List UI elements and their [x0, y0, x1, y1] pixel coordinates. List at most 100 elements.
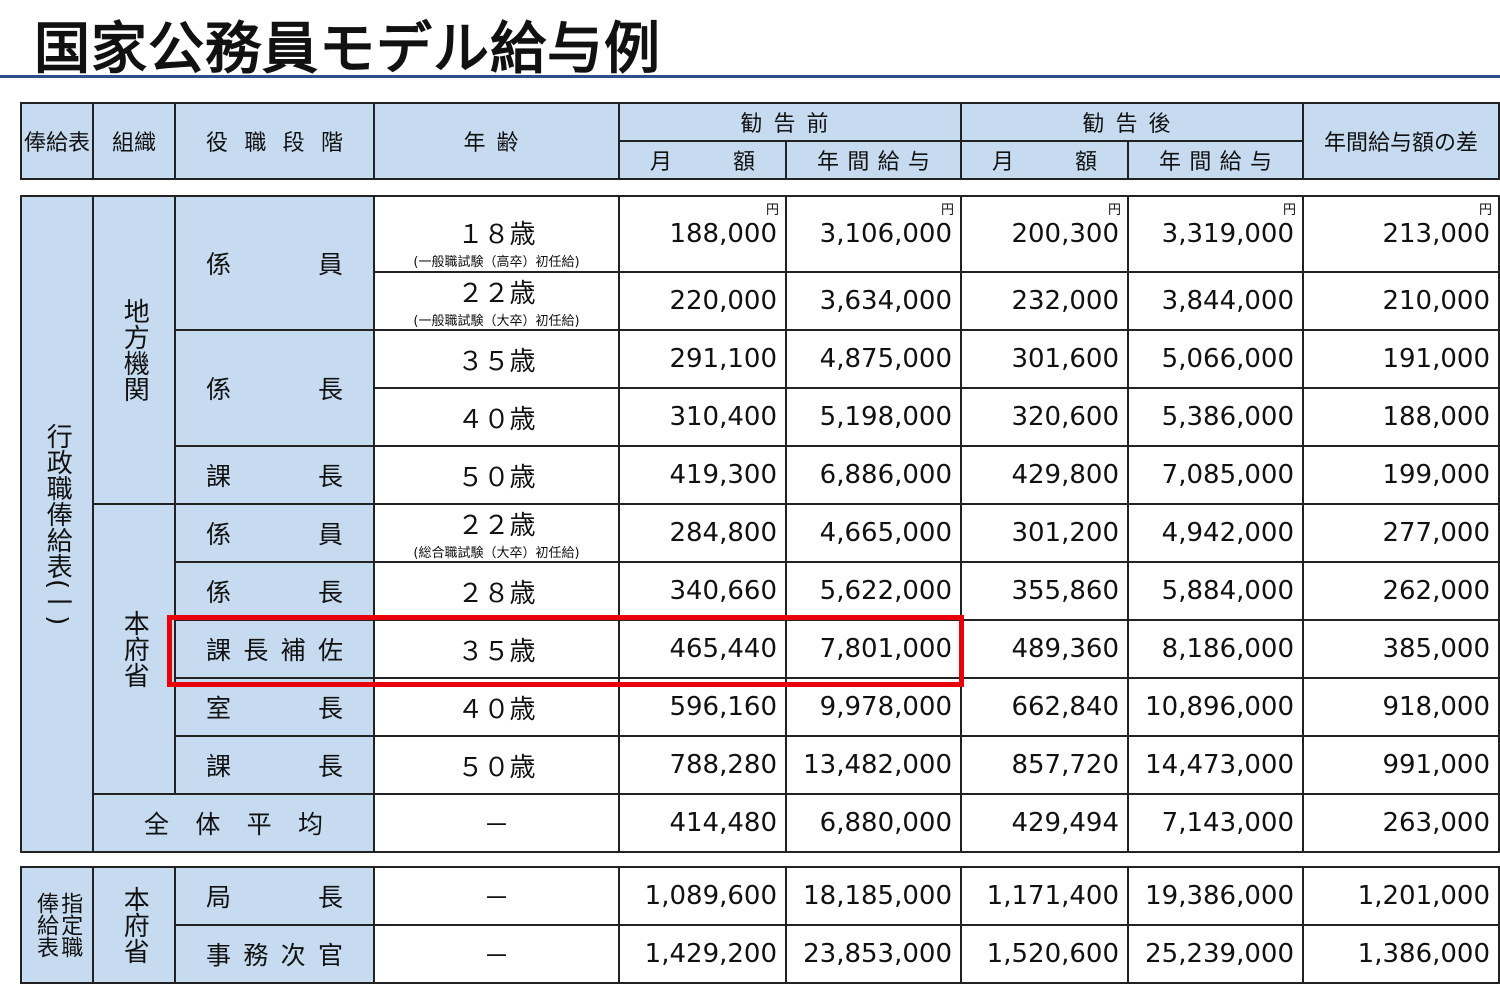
value: 4,942,000: [1161, 518, 1294, 548]
header-cell: 勧告前: [617, 102, 963, 142]
position-label: 係長: [174, 329, 375, 447]
highlight-box: [167, 615, 964, 687]
value: 3,844,000: [1161, 286, 1294, 316]
table-row: 室長 ４０歳 596,160 9,978,000 662,840 10,896,000 91…: [21, 677, 1500, 737]
position-label-text: 室長: [206, 694, 343, 723]
value: 23,853,000: [803, 939, 952, 969]
value: 262,000: [1382, 576, 1490, 606]
value-cell: 232,000: [960, 271, 1129, 331]
salary-table-label-text: 行政職俸給表(一): [42, 422, 73, 626]
age: ２２歳: [457, 279, 536, 309]
age: ３５歳: [457, 636, 536, 667]
table-row: 係長 ２８歳 340,660 5,622,000 355,860 5,884,000 262…: [21, 561, 1500, 621]
header-cell-text: 月額: [992, 150, 1098, 175]
value-cell: 3,634,000: [785, 271, 962, 331]
position-label: 係長: [174, 561, 375, 621]
value-cell: 23,853,000: [785, 924, 962, 984]
value: 210,000: [1382, 286, 1490, 316]
value: 355,860: [1011, 576, 1119, 606]
table-designated: 指定職俸給表 本府省 局長 － 1,089,600 18,185,000 1,171,400…: [20, 866, 1500, 984]
table-row: ４０歳 310,400 5,198,000 320,600 5,386,000 188,0…: [21, 387, 1500, 447]
age: ５０歳: [457, 462, 536, 493]
position-label-text: 課長補佐: [206, 636, 343, 665]
age: ２２歳: [457, 511, 536, 541]
value: 25,239,000: [1145, 939, 1294, 969]
value: 1,089,600: [644, 881, 777, 911]
value-cell: 340,660: [618, 561, 787, 621]
age-cell: －: [373, 924, 620, 984]
value-cell: 301,200: [960, 503, 1129, 563]
position-label-text: 事務次官: [206, 941, 343, 970]
value: 263,000: [1382, 808, 1490, 838]
value: 199,000: [1382, 460, 1490, 490]
value-cell: 5,622,000: [785, 561, 962, 621]
age-cell: ４０歳: [373, 677, 620, 737]
header-row: 月額 年間給与 月額 年間給与: [21, 140, 1499, 180]
header-cell: 勧告後: [960, 102, 1305, 142]
value-cell: 6,880,000: [785, 793, 962, 853]
value-cell: 320,600: [960, 387, 1129, 447]
age-cell: ２８歳: [373, 561, 620, 621]
age: ３５歳: [457, 346, 536, 377]
unit: 円: [1478, 203, 1492, 218]
header-row: 俸給表 組織 役職段階 年齢 勧告前 勧告後 年間給与額の差: [20, 102, 1500, 180]
value-cell: 291,100: [618, 329, 787, 389]
value: 3,319,000: [1161, 219, 1294, 249]
value: 385,000: [1382, 634, 1490, 664]
age-cell: ３５歳: [373, 329, 620, 389]
value: 9,978,000: [819, 692, 952, 722]
header-cell-text: 俸給表: [23, 131, 90, 156]
age: ５０歳: [457, 752, 536, 783]
age-note: (総合職試験（大卒）初任給): [413, 546, 580, 561]
value: 310,400: [669, 402, 777, 432]
value-cell: 円 213,000: [1302, 195, 1500, 273]
position-label-text: 局長: [206, 883, 343, 912]
header-cell-text: 勧告前: [740, 112, 840, 137]
position-label-text: 課長: [206, 462, 343, 491]
position-label-text: 係長: [206, 578, 343, 607]
value-cell: 25,239,000: [1127, 924, 1304, 984]
value: 788,280: [669, 750, 777, 780]
value: 14,473,000: [1145, 750, 1294, 780]
value: 18,185,000: [803, 881, 952, 911]
organization-label-text: 本府省: [119, 886, 150, 964]
value-cell: 596,160: [618, 677, 787, 737]
header-cell-text: 年間給与: [817, 150, 931, 175]
value-cell: 1,520,600: [960, 924, 1129, 984]
value-cell: 円 188,000: [618, 195, 787, 273]
value: 857,720: [1011, 750, 1119, 780]
value: 7,143,000: [1161, 808, 1294, 838]
value: 429,800: [1011, 460, 1119, 490]
age-note: (一般職試験（大卒）初任給): [413, 314, 580, 329]
table-row: 課長 ５０歳 788,280 13,482,000 857,720 14,473,000 9…: [21, 735, 1500, 795]
header-cell: 年間給与: [1127, 140, 1305, 180]
value: 13,482,000: [803, 750, 952, 780]
title: 国家公務員モデル給与例: [34, 17, 661, 82]
average-row: 全体平均 － 414,480 6,880,000 429,494 7,143,000 263…: [21, 793, 1500, 853]
age: ２８歳: [457, 578, 536, 609]
value-cell: 円 200,300: [960, 195, 1129, 273]
value: 1,386,000: [1357, 939, 1490, 969]
value: 5,198,000: [819, 402, 952, 432]
value-cell: 857,720: [960, 735, 1129, 795]
value: 465,440: [669, 634, 777, 664]
value-cell: 13,482,000: [785, 735, 962, 795]
average-label-text: 全体平均: [144, 810, 323, 839]
value: 489,360: [1011, 634, 1119, 664]
age: ４０歳: [457, 404, 536, 435]
salary-table-label: 指定職俸給表: [20, 866, 94, 984]
average-label: 全体平均: [92, 793, 375, 853]
value: 1,171,400: [986, 881, 1119, 911]
value-cell: 263,000: [1302, 793, 1500, 853]
value-cell: 788,280: [618, 735, 787, 795]
unit: 円: [765, 203, 779, 218]
organization-label-text: 地方機関: [119, 298, 150, 402]
value: 1,520,600: [986, 939, 1119, 969]
age-cell: １８歳 (一般職試験（高卒）初任給): [373, 195, 620, 273]
table-row: 係長 ３５歳 291,100 4,875,000 301,600 5,066,000 191…: [21, 329, 1500, 447]
value: 596,160: [669, 692, 777, 722]
value-cell: 4,665,000: [785, 503, 962, 563]
age: ４０歳: [457, 694, 536, 725]
organization-label: 本府省: [92, 503, 176, 795]
position-label: 室長: [174, 677, 375, 737]
